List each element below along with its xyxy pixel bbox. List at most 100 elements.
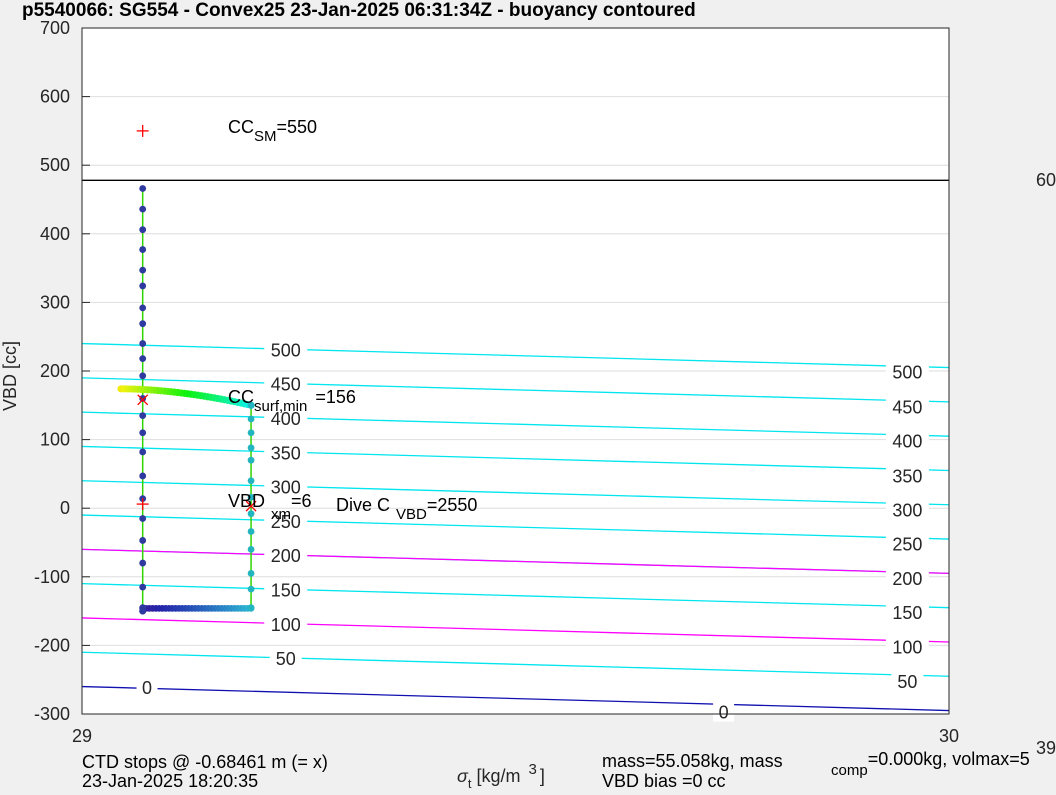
data-point bbox=[139, 372, 147, 380]
contour-label: 50 bbox=[276, 649, 296, 669]
marker-stroke bbox=[137, 394, 149, 406]
footer-ctd-line2: 23-Jan-2025 18:20:35 bbox=[82, 771, 258, 790]
contour-label-bg bbox=[885, 428, 929, 451]
contour-label-bg bbox=[264, 577, 308, 600]
x-axis-label: σt [kg/m 3] bbox=[457, 761, 545, 790]
right-label-top: 60 bbox=[1036, 170, 1056, 190]
contour-label: 350 bbox=[271, 443, 301, 463]
x-marker bbox=[245, 500, 257, 512]
data-point bbox=[139, 226, 147, 234]
contour-label-bg bbox=[713, 699, 735, 722]
contour-label: 100 bbox=[892, 637, 922, 657]
data-point bbox=[247, 477, 255, 485]
contour-line bbox=[81, 445, 950, 472]
contour-line bbox=[81, 342, 950, 369]
data-point bbox=[247, 569, 255, 577]
contour-label: 0 bbox=[142, 678, 152, 698]
contour-label-bg bbox=[885, 565, 929, 588]
contour-label-bg bbox=[885, 634, 929, 657]
data-point bbox=[247, 415, 255, 423]
annotation-dive-c-vbd: Dive C VBD=2550 bbox=[336, 495, 477, 523]
contour-label: 450 bbox=[271, 375, 301, 395]
contour-label-bg bbox=[885, 600, 929, 623]
data-point bbox=[139, 607, 147, 615]
contour-line-magenta bbox=[81, 617, 950, 643]
data-point bbox=[247, 604, 255, 612]
y-tick-label: -200 bbox=[34, 635, 70, 655]
y-tick-label: 700 bbox=[40, 18, 70, 38]
data-point bbox=[247, 510, 255, 518]
contour-label: 400 bbox=[892, 432, 922, 452]
x-marker bbox=[137, 394, 149, 406]
data-point bbox=[247, 528, 255, 535]
y-tick-label: 400 bbox=[40, 224, 70, 244]
contour-label: 500 bbox=[892, 362, 922, 382]
contour-label: 450 bbox=[892, 397, 922, 417]
contour-label: 400 bbox=[271, 409, 301, 429]
data-point bbox=[247, 545, 255, 553]
data-point bbox=[139, 185, 147, 192]
data-point bbox=[139, 320, 147, 328]
contour-label: 100 bbox=[271, 615, 301, 635]
contour-label-bg bbox=[885, 497, 929, 520]
data-point bbox=[247, 493, 255, 501]
right-label-bottom: 39 bbox=[1036, 738, 1056, 758]
data-point bbox=[139, 583, 147, 591]
contour-label-bg bbox=[264, 611, 308, 634]
data-point bbox=[139, 205, 147, 213]
data-point bbox=[139, 304, 147, 312]
y-tick-label: 600 bbox=[40, 87, 70, 107]
contour-label: 200 bbox=[892, 569, 922, 589]
contour-label: 200 bbox=[271, 546, 301, 566]
x-tick-label: 30 bbox=[939, 726, 959, 746]
contour-label-bg bbox=[264, 543, 308, 566]
y-tick-label: -300 bbox=[34, 704, 70, 724]
contour-line bbox=[81, 651, 950, 677]
data-point bbox=[139, 472, 147, 480]
contour-label: 50 bbox=[897, 672, 917, 692]
contour-line-zero bbox=[81, 685, 950, 712]
annotation-cc-sm: CCSM=550 bbox=[228, 117, 317, 145]
contour-line bbox=[81, 411, 950, 437]
contour-label-bg bbox=[885, 394, 929, 417]
contour-label-bg bbox=[136, 674, 158, 697]
chart-title: p5540066: SG554 - Convex25 23-Jan-2025 0… bbox=[22, 0, 696, 21]
data-point bbox=[247, 444, 255, 452]
markers bbox=[136, 124, 257, 512]
contour-label: 500 bbox=[271, 340, 301, 360]
data-point bbox=[139, 537, 147, 544]
footer-mass-line1: mass=55.058kg, mass comp=0.000kg, volmax=… bbox=[602, 749, 1030, 779]
data-point bbox=[247, 429, 255, 437]
contour-line bbox=[81, 480, 950, 506]
contour-label: 300 bbox=[892, 500, 922, 520]
data-point bbox=[139, 448, 147, 456]
y-tick-label: 0 bbox=[60, 498, 70, 518]
data-point bbox=[139, 246, 147, 253]
contour-labels: 5004504003503002502001501005005004504003… bbox=[136, 337, 929, 723]
contour-line bbox=[81, 583, 950, 609]
contour-line bbox=[81, 514, 950, 540]
contour-label: 350 bbox=[892, 467, 922, 487]
annotation-vbd-xm: VBDxm=6 bbox=[228, 491, 312, 523]
contour-label-bg bbox=[885, 531, 929, 554]
contour-label: 0 bbox=[719, 703, 729, 723]
data-point bbox=[139, 395, 147, 402]
data-point bbox=[139, 412, 147, 419]
y-tick-label: 300 bbox=[40, 292, 70, 312]
contour-label-bg bbox=[264, 371, 308, 394]
contour-label: 150 bbox=[271, 581, 301, 601]
data-point bbox=[247, 401, 255, 409]
y-tick-label: 500 bbox=[40, 155, 70, 175]
contour-lines bbox=[81, 179, 950, 712]
contour-label-bg bbox=[264, 406, 308, 429]
contour-label-bg bbox=[264, 440, 308, 463]
x-tick-label: 29 bbox=[72, 726, 92, 746]
contour-label-bg bbox=[891, 668, 924, 691]
data-point bbox=[139, 355, 147, 363]
y-axis-ticks: -300 -200 -100 0 100 200 300 400 500 600 700 bbox=[34, 18, 90, 724]
marker-stroke bbox=[245, 500, 257, 512]
data-point bbox=[139, 429, 147, 437]
data-point bbox=[139, 282, 147, 290]
contour-label: 250 bbox=[271, 512, 301, 532]
